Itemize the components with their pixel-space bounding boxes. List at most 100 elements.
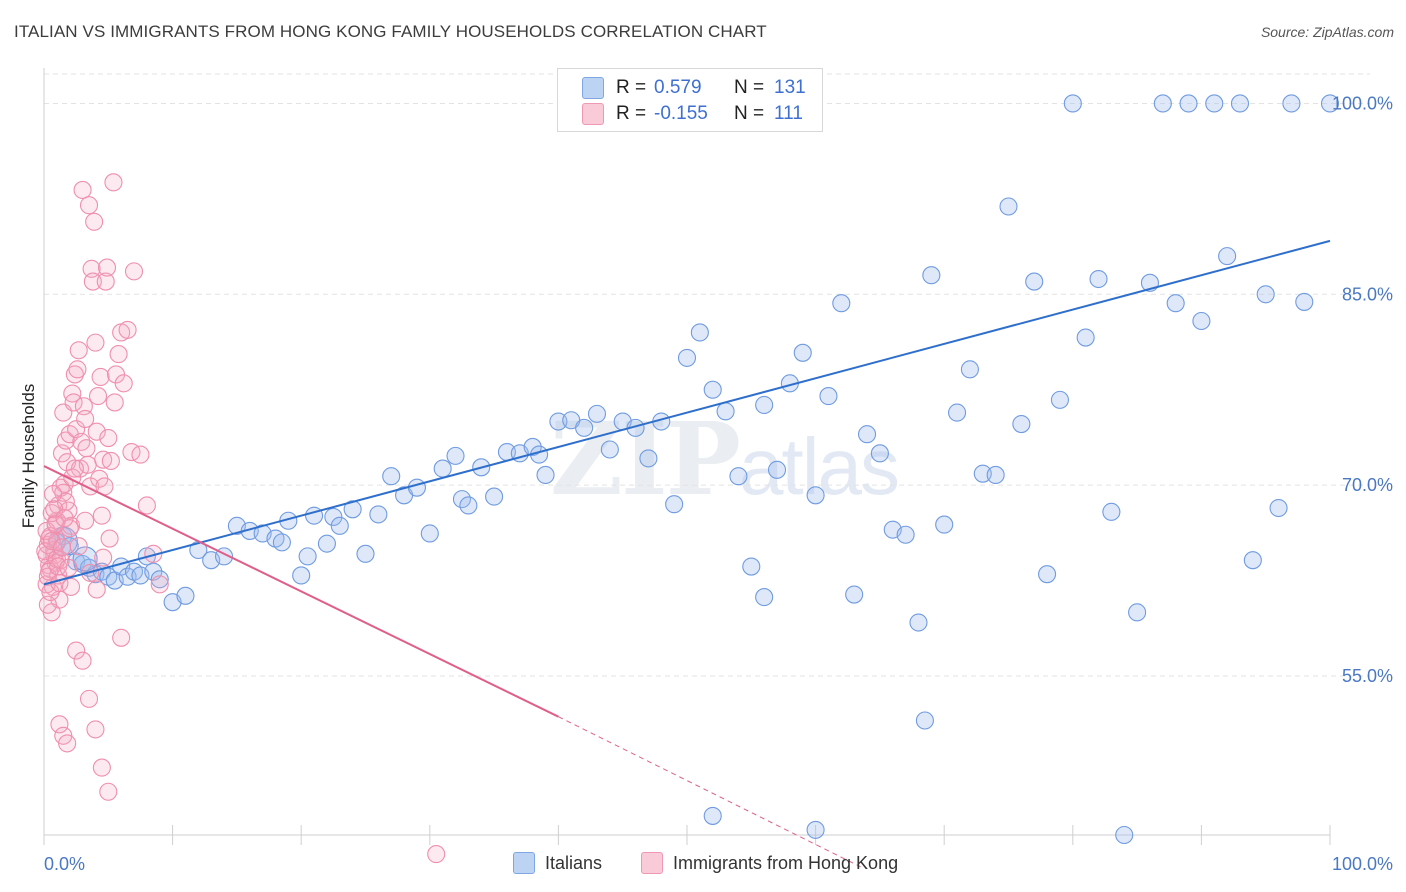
legend-item-italians: Italians bbox=[513, 852, 602, 874]
data-point bbox=[1063, 94, 1082, 113]
data-point bbox=[85, 212, 104, 231]
data-point bbox=[330, 516, 349, 535]
x-tick-label-max: 100.0% bbox=[1332, 854, 1393, 874]
watermark-atlas: atlas bbox=[738, 422, 900, 511]
legend-n-value: 111 bbox=[774, 103, 803, 124]
chart-title: ITALIAN VS IMMIGRANTS FROM HONG KONG FAM… bbox=[14, 22, 767, 41]
data-point bbox=[1192, 311, 1211, 331]
data-point bbox=[446, 446, 465, 465]
legend-item-hong-kong: Immigrants from Hong Kong bbox=[641, 852, 898, 874]
data-point bbox=[65, 365, 84, 384]
data-point bbox=[292, 566, 311, 585]
data-point bbox=[1320, 94, 1340, 113]
data-point bbox=[99, 782, 118, 801]
data-point bbox=[832, 294, 851, 313]
legend-n-label: N = bbox=[734, 103, 765, 124]
data-point bbox=[806, 820, 825, 839]
data-point bbox=[870, 444, 889, 463]
correlation-legend: R = 0.579 N = 131 R = -0.155 N = 111 bbox=[557, 68, 823, 132]
data-point bbox=[1166, 294, 1185, 313]
data-point bbox=[369, 505, 388, 524]
data-point bbox=[88, 387, 108, 406]
data-point bbox=[427, 845, 446, 864]
data-point bbox=[60, 519, 79, 538]
hong-kong-label: Immigrants from Hong Kong bbox=[673, 852, 899, 873]
data-point bbox=[150, 575, 169, 594]
data-point bbox=[46, 515, 65, 534]
legend-r-value: 0.579 bbox=[654, 77, 702, 98]
data-point bbox=[114, 374, 133, 393]
data-point bbox=[104, 173, 123, 192]
hong-kong-swatch bbox=[641, 852, 663, 874]
data-point bbox=[703, 806, 722, 825]
data-point bbox=[1025, 272, 1044, 291]
data-point bbox=[857, 425, 877, 444]
data-point bbox=[343, 500, 362, 519]
legend-r-label: R = bbox=[616, 103, 647, 124]
legend-r-label: R = bbox=[616, 77, 647, 98]
data-point bbox=[97, 258, 117, 277]
data-point bbox=[1256, 285, 1275, 304]
data-point bbox=[176, 586, 195, 605]
data-point bbox=[755, 395, 774, 415]
data-point bbox=[324, 507, 343, 526]
data-point bbox=[1179, 94, 1198, 113]
data-point bbox=[677, 348, 697, 367]
legend-swatch-blue bbox=[582, 77, 604, 99]
data-point bbox=[1230, 94, 1250, 113]
legend-row-italians: R = 0.579 N = 131 bbox=[582, 76, 806, 100]
data-point bbox=[100, 529, 119, 548]
data-point bbox=[1076, 328, 1095, 347]
data-point bbox=[64, 393, 83, 412]
data-point bbox=[935, 515, 954, 534]
data-point bbox=[1089, 269, 1108, 289]
data-point bbox=[459, 496, 478, 515]
data-point bbox=[150, 570, 169, 589]
legend-r-value: -0.155 bbox=[654, 103, 708, 124]
data-point bbox=[77, 439, 96, 458]
data-point bbox=[600, 440, 619, 459]
data-point bbox=[1102, 502, 1121, 521]
data-point bbox=[86, 720, 105, 739]
data-point bbox=[896, 525, 915, 544]
data-point bbox=[742, 557, 761, 576]
data-point bbox=[65, 459, 84, 478]
data-point bbox=[587, 404, 607, 423]
italians-label: Italians bbox=[545, 852, 603, 873]
legend-n-value: 131 bbox=[774, 77, 806, 98]
data-point bbox=[101, 451, 120, 471]
data-point bbox=[729, 467, 748, 486]
data-point bbox=[1038, 565, 1057, 584]
data-point bbox=[793, 343, 812, 362]
data-point bbox=[1115, 825, 1134, 845]
italians-swatch bbox=[513, 852, 535, 874]
y-tick-label: 100.0% bbox=[1332, 93, 1393, 113]
data-point bbox=[356, 544, 375, 563]
data-point bbox=[67, 641, 86, 660]
y-tick-label: 55.0% bbox=[1342, 666, 1393, 686]
data-point bbox=[92, 758, 111, 777]
y-axis-title: Family Households bbox=[19, 384, 38, 529]
italians-trend-line bbox=[43, 239, 1331, 586]
gridlines bbox=[44, 73, 1370, 677]
data-point bbox=[433, 459, 452, 478]
data-point bbox=[1128, 603, 1147, 622]
data-point bbox=[58, 734, 77, 753]
data-point bbox=[69, 537, 88, 556]
data-point bbox=[915, 711, 934, 730]
data-point bbox=[1050, 390, 1069, 409]
data-point bbox=[407, 478, 426, 497]
data-point bbox=[96, 272, 115, 291]
data-point bbox=[272, 533, 291, 552]
legend-swatch-pink bbox=[582, 103, 604, 125]
data-point bbox=[806, 486, 825, 505]
watermark: ZIPatlas bbox=[550, 400, 900, 518]
data-point bbox=[105, 393, 124, 412]
data-point bbox=[639, 449, 658, 468]
data-point bbox=[536, 465, 555, 484]
data-point bbox=[76, 409, 95, 429]
data-point bbox=[420, 524, 439, 543]
data-point bbox=[485, 487, 504, 506]
hong-kong-points bbox=[36, 173, 446, 864]
data-point bbox=[92, 506, 111, 525]
